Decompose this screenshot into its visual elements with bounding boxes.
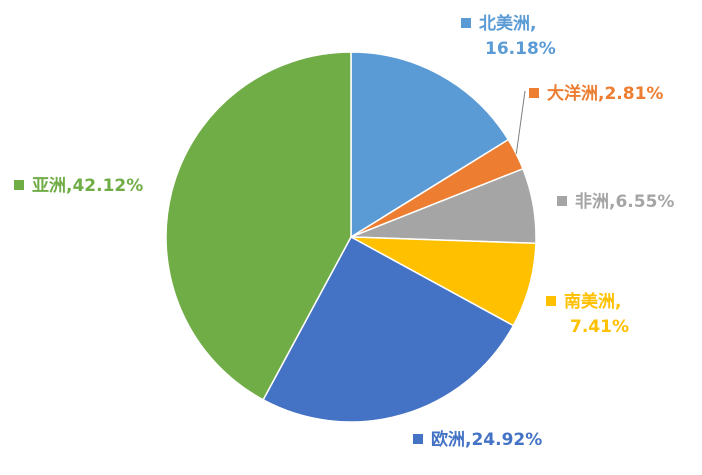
legend-swatch-north-america <box>461 18 471 28</box>
legend-swatch-asia <box>14 180 24 190</box>
pie-slice-north-america <box>350 51 510 239</box>
legend-swatch-africa <box>557 196 567 206</box>
data-label-oceania: 大洋洲,2.81% <box>547 83 663 104</box>
pie-slice-asia <box>165 51 352 401</box>
pie-slice-europe <box>262 235 515 423</box>
legend-swatch-europe <box>413 434 423 444</box>
data-label-africa: 非洲,6.55% <box>575 191 674 212</box>
legend-swatch-oceania <box>529 88 539 98</box>
data-label-north-america: 北美洲, 16.18% <box>479 13 556 59</box>
data-labels: 北美洲, 16.18% 大洋洲,2.81% 非洲,6.55% 南美洲, 7.41% 欧洲,2… <box>14 13 674 450</box>
leader-lines <box>515 90 526 154</box>
data-label-asia: 亚洲,42.12% <box>32 176 143 196</box>
pie-slices <box>165 51 537 423</box>
leader-line-oceania <box>515 90 526 154</box>
legend-swatch-south-america <box>546 296 556 306</box>
data-label-europe: 欧洲,24.92% <box>431 429 542 450</box>
data-label-south-america: 南美洲, 7.41% <box>564 291 629 337</box>
